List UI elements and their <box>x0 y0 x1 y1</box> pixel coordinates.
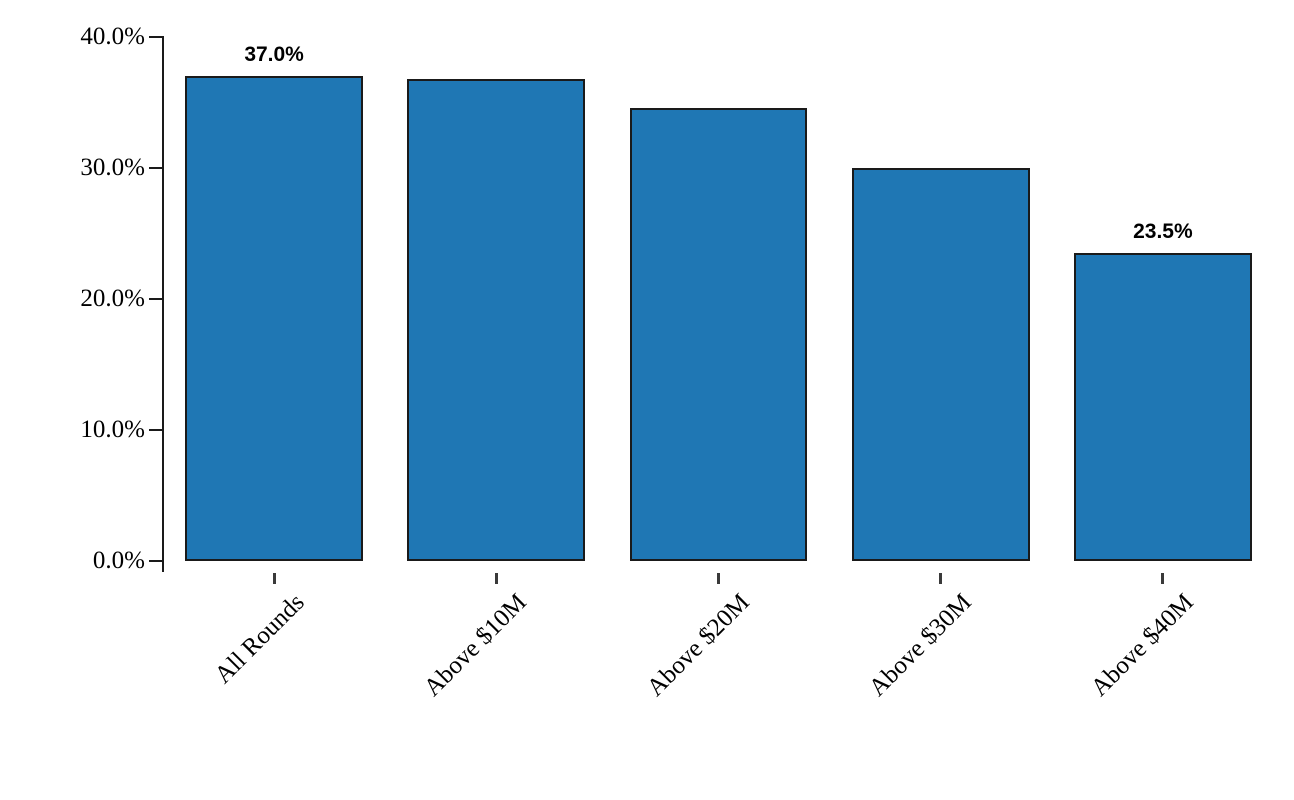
x-tick-label: Above $10M <box>419 588 533 702</box>
y-tick-mark <box>148 297 162 301</box>
y-tick-mark <box>148 428 162 432</box>
x-tick-label: Above $30M <box>863 588 977 702</box>
bar-value-label: 23.5% <box>1133 220 1193 244</box>
bar-above-30m <box>851 168 1030 561</box>
x-tick-mark <box>1161 573 1165 584</box>
bar-above-40m <box>1074 253 1252 561</box>
y-tick-label: 40.0% <box>80 23 145 50</box>
bar-above-10m <box>407 78 586 561</box>
x-tick-mark <box>939 573 943 584</box>
bar-all-rounds <box>185 76 363 561</box>
x-tick-label: All Rounds <box>209 588 310 689</box>
x-tick-mark <box>717 573 720 584</box>
y-tick-label: 30.0% <box>80 154 145 181</box>
x-tick-mark <box>494 573 498 584</box>
y-tick-mark <box>148 166 162 170</box>
x-tick-mark <box>272 573 276 584</box>
y-tick-label: 10.0% <box>80 416 145 443</box>
bar-above-20m <box>629 107 808 561</box>
x-tick-label: Above $20M <box>641 588 755 702</box>
y-tick-label: 20.0% <box>80 285 145 312</box>
bar-value-label: 37.0% <box>244 43 304 67</box>
y-tick-label: 0.0% <box>92 547 145 574</box>
y-axis-line <box>161 36 164 572</box>
y-tick-mark <box>148 559 162 563</box>
y-tick-mark <box>148 35 162 39</box>
x-tick-label: Above $40M <box>1085 588 1199 702</box>
